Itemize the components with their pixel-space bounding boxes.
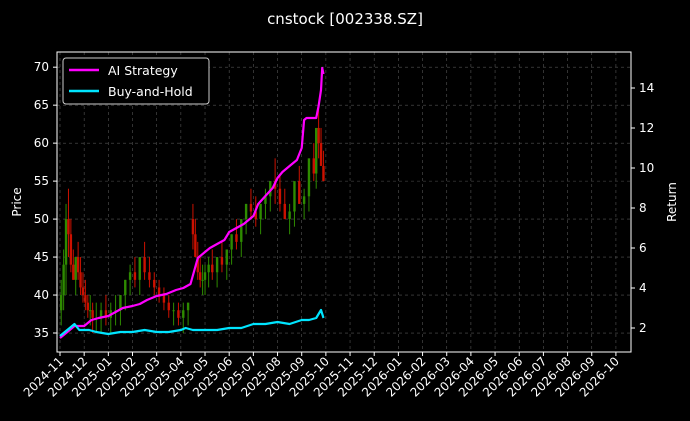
candle-body — [319, 143, 323, 166]
y-tick-label: 65 — [34, 98, 49, 112]
candle-body — [230, 234, 233, 250]
candle-body — [76, 257, 80, 273]
candle-body — [278, 188, 282, 204]
candle-body — [69, 234, 73, 265]
y2-tick-label: 8 — [639, 201, 647, 215]
y-tick-label: 50 — [34, 212, 49, 226]
candle-body — [269, 181, 272, 197]
candle-body — [72, 264, 75, 280]
candle-body — [114, 310, 117, 312]
legend-label-bh: Buy-and-Hold — [108, 84, 193, 99]
y2-tick-label: 14 — [639, 81, 654, 95]
legend: AI Strategy Buy-and-Hold — [62, 57, 210, 105]
candle-body — [62, 264, 65, 296]
candle-body — [293, 181, 296, 212]
y-axis-left: 35 40 45 50 55 60 65 70 — [34, 60, 57, 340]
y-tick-label: 70 — [34, 60, 49, 74]
series-line-ai-strategy — [59, 66, 325, 339]
y-tick-label: 40 — [34, 288, 49, 302]
candle-body — [322, 165, 325, 182]
candle-body — [99, 310, 103, 318]
ohlc-candles — [60, 105, 325, 334]
candle-body — [302, 196, 306, 204]
candle-body — [172, 310, 175, 312]
candle-body — [67, 219, 70, 235]
candle-body — [244, 203, 248, 220]
candle-body — [86, 302, 89, 311]
y2-tick-label: 4 — [639, 281, 647, 295]
candle-body — [182, 310, 185, 318]
candle-body — [283, 203, 286, 220]
candle-body — [79, 272, 82, 288]
candle-body — [162, 295, 166, 303]
y-tick-label: 60 — [34, 136, 49, 150]
y-tick-label: 45 — [34, 250, 49, 264]
candle-body — [315, 127, 318, 174]
candle-body — [128, 272, 132, 280]
legend-box — [62, 57, 210, 105]
candle-body — [119, 295, 122, 311]
chart-title: cnstock [002338.SZ] — [267, 10, 423, 28]
y-axis-right: 2 4 6 8 10 12 14 — [631, 81, 654, 335]
candle-body — [215, 257, 219, 273]
candle-body — [317, 127, 320, 144]
y2-tick-label: 10 — [639, 161, 654, 175]
y-tick-label: 55 — [34, 174, 49, 188]
series-line-buy-and-hold — [59, 308, 325, 337]
candle-body — [91, 310, 94, 318]
y-tick-label: 35 — [34, 326, 49, 340]
candle-body — [211, 264, 214, 273]
candle-body — [207, 264, 210, 273]
candle-body — [235, 234, 238, 242]
y2-tick-label: 6 — [639, 241, 647, 255]
candle-body — [298, 181, 301, 204]
candle-body — [74, 257, 77, 280]
legend-label-ai: AI Strategy — [108, 63, 178, 78]
candle-body — [148, 272, 151, 280]
candle-body — [225, 249, 228, 265]
candle-body — [201, 279, 204, 281]
candle-body — [138, 257, 141, 280]
y-axis-label: Price — [10, 187, 24, 216]
candle-body — [307, 158, 311, 197]
candle-body — [220, 257, 224, 265]
candle-body — [240, 219, 243, 242]
candle-body — [191, 219, 195, 235]
y2-tick-label: 12 — [639, 121, 654, 135]
candle-body — [89, 310, 92, 312]
candle-body — [186, 302, 190, 311]
candle-body — [196, 257, 199, 273]
candle-body — [198, 272, 202, 280]
candle-body — [64, 219, 68, 265]
candle-body — [259, 203, 262, 220]
candle-body — [177, 310, 180, 318]
candle-body — [194, 234, 197, 258]
candle-body — [104, 310, 108, 318]
candle-body — [84, 295, 87, 303]
candle-body — [157, 287, 161, 296]
candle-body — [133, 272, 137, 280]
y2-tick-label: 2 — [639, 321, 647, 335]
candle-body — [81, 287, 85, 296]
candle-body — [124, 279, 127, 296]
candle-body — [288, 211, 291, 220]
plot-frame — [56, 51, 632, 353]
y2-axis-label: Return — [665, 182, 679, 222]
series-lines — [59, 66, 325, 339]
candle-body — [254, 211, 257, 220]
candle-body — [249, 203, 253, 212]
candle-body — [264, 196, 267, 204]
candle-body — [153, 279, 156, 288]
candle-body — [203, 272, 207, 280]
candle-body — [60, 295, 63, 311]
candle-body — [143, 257, 146, 273]
candle-body — [312, 158, 315, 174]
candle-body — [167, 302, 170, 311]
